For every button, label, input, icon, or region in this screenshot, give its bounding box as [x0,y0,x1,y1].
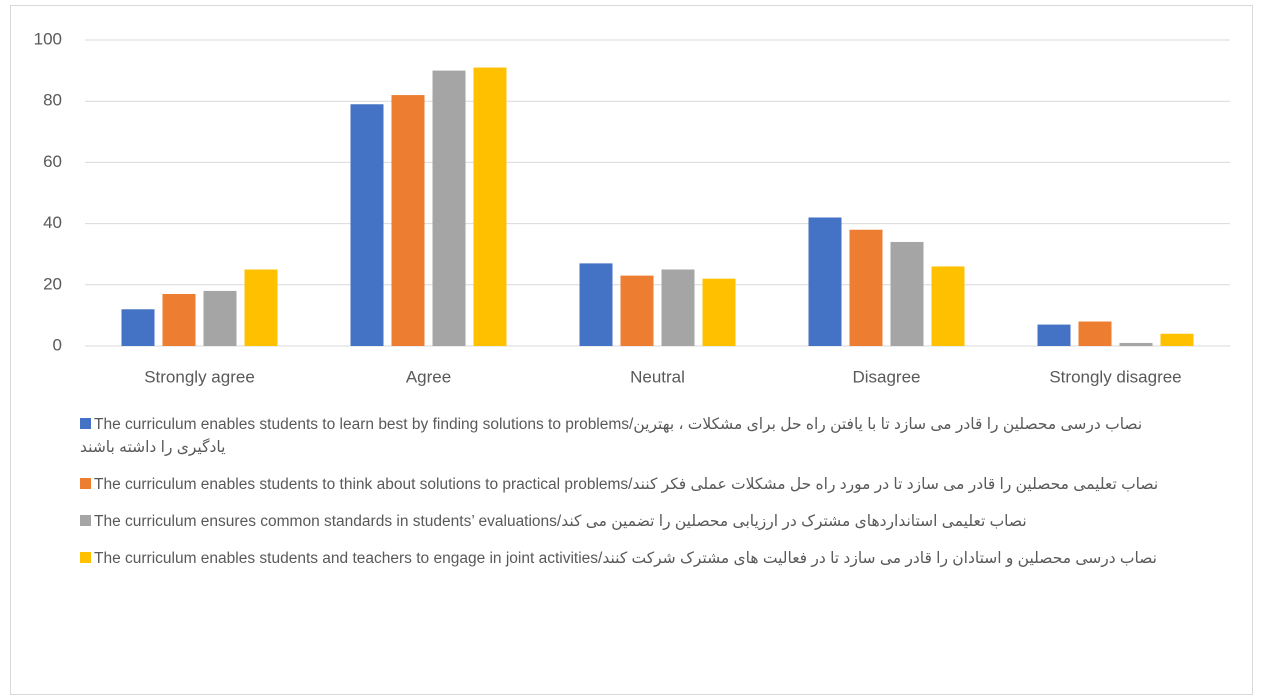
bar [1037,324,1071,346]
y-tick-label: 100 [34,29,62,48]
legend-item: The curriculum ensures common standards … [80,510,1190,533]
bar [1119,342,1153,346]
legend-item: The curriculum enables students to think… [80,473,1190,496]
bar [890,241,924,346]
y-tick-label: 80 [43,91,62,110]
bar [203,290,237,346]
x-tick-label: Disagree [852,367,920,386]
bar [620,275,654,346]
bar [931,266,965,346]
bar [350,104,384,346]
legend-swatch [80,478,91,489]
bar [244,269,278,346]
bar [473,67,507,346]
legend: The curriculum enables students to learn… [80,413,1190,584]
legend-swatch [80,418,91,429]
x-tick-label: Strongly disagree [1049,367,1181,386]
bar [579,263,613,346]
legend-label: The curriculum ensures common standards … [94,513,1027,530]
legend-item: The curriculum enables students and teac… [80,547,1190,570]
bar [391,95,425,346]
legend-swatch [80,552,91,563]
legend-item: The curriculum enables students to learn… [80,413,1190,459]
bar [121,309,155,346]
bar [162,293,196,346]
bar [1078,321,1112,346]
bar [1160,333,1194,346]
legend-label: The curriculum enables students to think… [94,476,1159,493]
bar [661,269,695,346]
bar [808,217,842,346]
legend-label: The curriculum enables students to learn… [80,416,1143,456]
x-tick-label: Strongly agree [144,367,255,386]
y-tick-label: 60 [43,152,62,171]
legend-label: The curriculum enables students and teac… [94,550,1157,567]
y-tick-label: 0 [53,335,62,354]
legend-swatch [80,515,91,526]
y-tick-label: 20 [43,274,62,293]
bar [432,70,466,346]
bar [702,278,736,346]
x-tick-label: Agree [406,367,451,386]
x-tick-label: Neutral [630,367,685,386]
y-tick-label: 40 [43,213,62,232]
bar [849,229,883,346]
